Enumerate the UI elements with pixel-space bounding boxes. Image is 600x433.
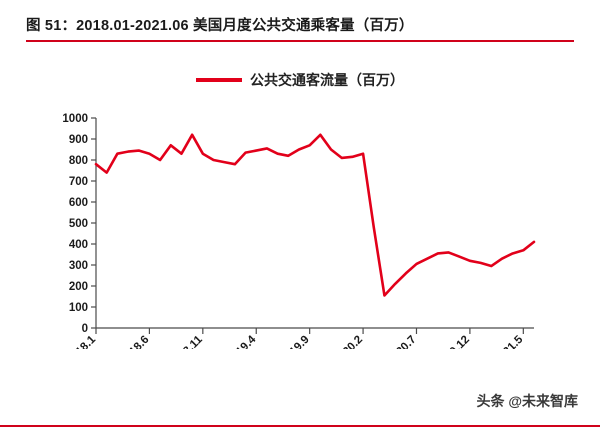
y-axis-tick-label: 1000	[62, 113, 88, 125]
y-axis-tick-label: 600	[69, 197, 88, 209]
figure-title-block: 图 51：2018.01-2021.06 美国月度公共交通乘客量（百万）	[26, 16, 574, 42]
x-axis-group: 2018.1 2018.6 2018.11 2019.4 2019.9 2020.2 202…	[65, 327, 534, 349]
x-axis-tick-label: 2020.7	[385, 334, 418, 349]
x-axis-tick-label: 2019.9	[278, 334, 311, 349]
x-axis-tick-label: 2018.11	[168, 333, 206, 349]
y-axis-tick-label: 100	[69, 302, 88, 314]
series-group	[94, 133, 536, 297]
y-axis-tick-label: 500	[69, 218, 88, 230]
series-line-public-transit	[94, 133, 536, 297]
y-axis-tick-label: 800	[69, 155, 88, 167]
x-axis-tick-label: 2018.1	[65, 333, 99, 349]
y-axis-tick-label: 700	[69, 176, 88, 188]
x-axis-tick-label: 2021.5	[492, 333, 526, 349]
title-divider	[26, 40, 574, 42]
x-axis-tick-label: 2020.12	[434, 334, 472, 349]
y-axis-tick-label: 300	[69, 260, 88, 272]
watermark-text: 头条 @未来智库	[476, 393, 578, 409]
y-axis-tick-labels: 0 100 200 300 400 500 600 700 800 900 1000	[62, 113, 88, 335]
x-axis-tick-label: 2018.6	[118, 334, 151, 349]
legend-line-swatch	[196, 78, 242, 82]
x-axis-tick-label: 2020.2	[332, 334, 365, 349]
y-axis-group: 0 100 200 300 400 500 600 700 800 900 1000	[62, 113, 97, 335]
legend-item-label: 公共交通客流量（百万）	[250, 72, 404, 88]
y-axis-tick-marks	[91, 117, 96, 329]
x-axis-tick-marks	[95, 328, 524, 334]
chart-legend: 公共交通客流量（百万）	[0, 70, 600, 90]
footer-divider	[0, 425, 600, 427]
y-axis-tick-label: 400	[69, 239, 88, 251]
y-axis-tick-label: 0	[82, 323, 88, 335]
y-axis-tick-label: 900	[69, 134, 88, 146]
x-axis-tick-label: 2019.4	[225, 333, 259, 349]
page-title: 图 51：2018.01-2021.06 美国月度公共交通乘客量（百万）	[26, 18, 414, 34]
x-axis-tick-labels: 2018.1 2018.6 2018.11 2019.4 2019.9 2020.2 202…	[65, 333, 526, 349]
y-axis-tick-label: 200	[69, 281, 88, 293]
